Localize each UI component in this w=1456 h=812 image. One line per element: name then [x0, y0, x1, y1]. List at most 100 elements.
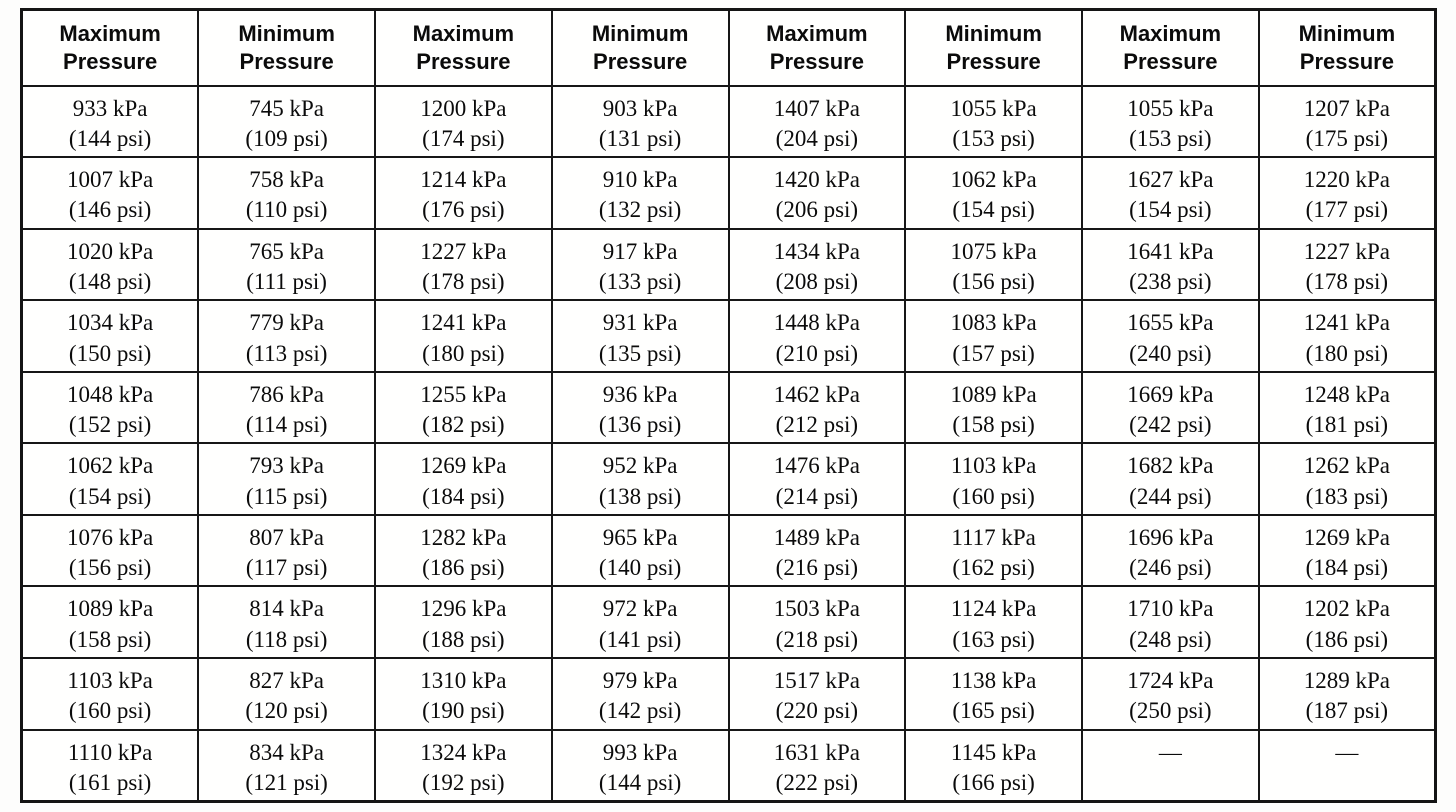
table-cell: 1248 kPa (181 psi): [1257, 370, 1437, 445]
psi-value: (218 psi): [775, 626, 859, 652]
table-cell: 765 kPa (111 psi): [197, 227, 376, 302]
kpa-value: 1062 kPa: [67, 453, 154, 479]
table-row: 1062 kPa (154 psi) 793 kPa (115 psi) 1269 kP…: [20, 442, 1437, 516]
psi-value: (140 psi): [598, 555, 682, 581]
psi-value: (242 psi): [1129, 412, 1212, 438]
table-cell: 1682 kPa (244 psi): [1081, 442, 1260, 516]
table-cell: 931 kPa (135 psi): [550, 299, 730, 373]
kpa-value: 1241 kPa: [1303, 310, 1390, 336]
psi-value: (177 psi): [1305, 197, 1389, 223]
kpa-value: 1034 kPa: [67, 310, 154, 336]
kpa-value: 1202 kPa: [1303, 596, 1390, 622]
table-cell: 1289 kPa (187 psi): [1257, 657, 1437, 731]
table-cell: 1075 kPa (156 psi): [904, 227, 1083, 302]
psi-value: (118 psi): [245, 626, 328, 652]
psi-value: (184 psi): [1305, 555, 1389, 581]
column-header: Minimum Pressure: [197, 8, 376, 87]
psi-value: (113 psi): [245, 340, 328, 366]
table-cell: 917 kPa (133 psi): [550, 227, 730, 302]
table-cell: 910 kPa (132 psi): [550, 156, 730, 230]
kpa-value: 1103 kPa: [67, 668, 153, 693]
table-cell: 1207 kPa (175 psi): [1257, 84, 1437, 159]
kpa-value: 1296 kPa: [420, 596, 507, 622]
psi-value: (110 psi): [245, 197, 328, 223]
table-row: 1007 kPa (146 psi) 758 kPa (110 psi) 1214 kP…: [20, 156, 1437, 230]
psi-value: (165 psi): [952, 698, 1035, 724]
kpa-value: 1448 kPa: [773, 310, 860, 336]
psi-value: (248 psi): [1129, 626, 1212, 652]
table-cell: 1669 kPa (242 psi): [1081, 370, 1260, 445]
kpa-value: 993 kPa: [602, 739, 678, 765]
kpa-value: 1117 kPa: [951, 524, 1036, 550]
table-cell: 1434 kPa (208 psi): [727, 227, 907, 302]
kpa-value: 936 kPa: [602, 381, 678, 407]
kpa-value: 1682 kPa: [1127, 453, 1214, 479]
table-cell: 814 kPa (118 psi): [197, 585, 376, 659]
kpa-value: 1241 kPa: [420, 310, 507, 336]
table-cell: 1255 kPa (182 psi): [374, 370, 553, 445]
psi-value: (183 psi): [1305, 483, 1389, 509]
table-cell: 834 kPa (121 psi): [197, 728, 376, 803]
kpa-value: —: [1158, 739, 1182, 765]
table-cell: 1103 kPa (160 psi): [20, 657, 200, 731]
kpa-value: 1289 kPa: [1303, 668, 1390, 693]
kpa-value: 1227 kPa: [420, 238, 507, 264]
kpa-value: 1434 kPa: [773, 238, 860, 264]
psi-value: (212 psi): [775, 412, 859, 438]
table-row: 1020 kPa (148 psi) 765 kPa (111 psi) 1227 kP…: [20, 227, 1437, 302]
table-row: 1048 kPa (152 psi) 786 kPa (114 psi) 1255 kP…: [20, 370, 1437, 445]
psi-value: (136 psi): [598, 412, 682, 438]
column-header: Maximum Pressure: [727, 8, 907, 87]
psi-value: (153 psi): [952, 125, 1035, 151]
table-cell: 1627 kPa (154 psi): [1081, 156, 1260, 230]
kpa-value: 1476 kPa: [773, 453, 860, 479]
table-cell: 1269 kPa (184 psi): [374, 442, 553, 516]
table-cell: 1310 kPa (190 psi): [374, 657, 553, 731]
kpa-value: 793 kPa: [249, 453, 324, 479]
psi-value: (144 psi): [598, 769, 682, 795]
psi-value: (162 psi): [952, 555, 1035, 581]
kpa-value: 786 kPa: [249, 381, 324, 407]
psi-value: (135 psi): [598, 340, 682, 366]
kpa-value: 1110 kPa: [67, 739, 153, 765]
psi-value: (176 psi): [422, 197, 505, 223]
kpa-value: 1655 kPa: [1127, 310, 1214, 336]
psi-value: (210 psi): [775, 340, 859, 366]
psi-value: (146 psi): [68, 197, 152, 223]
psi-value: (184 psi): [422, 483, 505, 509]
psi-value: (115 psi): [245, 483, 328, 509]
psi-value: (244 psi): [1129, 483, 1212, 509]
table-cell: 1117 kPa (162 psi): [904, 513, 1083, 588]
table-cell: 972 kPa (141 psi): [550, 585, 730, 659]
kpa-value: 827 kPa: [249, 668, 324, 693]
kpa-value: 1062 kPa: [950, 167, 1037, 193]
table-cell: 1089 kPa (158 psi): [20, 585, 200, 659]
table-cell: 1220 kPa (177 psi): [1257, 156, 1437, 230]
kpa-value: 1075 kPa: [950, 238, 1037, 264]
kpa-value: 765 kPa: [249, 238, 324, 264]
psi-value: (148 psi): [68, 268, 152, 294]
table-cell: 1020 kPa (148 psi): [20, 227, 200, 302]
table-cell: 1269 kPa (184 psi): [1257, 513, 1437, 588]
psi-value: (132 psi): [598, 197, 682, 223]
psi-value: (120 psi): [245, 698, 328, 724]
kpa-value: 1269 kPa: [420, 453, 507, 479]
table-cell: 1200 kPa (174 psi): [374, 84, 553, 159]
table-cell: 1145 kPa (166 psi): [904, 728, 1083, 803]
table-cell: 1055 kPa (153 psi): [904, 84, 1083, 159]
kpa-value: 1269 kPa: [1303, 524, 1390, 550]
kpa-value: 1089 kPa: [950, 381, 1037, 407]
psi-value: (160 psi): [952, 483, 1035, 509]
kpa-value: 1324 kPa: [420, 739, 507, 765]
table-cell: 1214 kPa (176 psi): [374, 156, 553, 230]
kpa-value: 1462 kPa: [773, 381, 860, 407]
psi-value: (206 psi): [775, 197, 859, 223]
kpa-value: 1627 kPa: [1127, 167, 1214, 193]
table-cell: 1048 kPa (152 psi): [20, 370, 200, 445]
psi-value: (138 psi): [598, 483, 682, 509]
table-cell: 1489 kPa (216 psi): [727, 513, 907, 588]
table-cell: 786 kPa (114 psi): [197, 370, 376, 445]
kpa-value: 1048 kPa: [67, 381, 154, 407]
table-cell: 965 kPa (140 psi): [550, 513, 730, 588]
kpa-value: 1076 kPa: [67, 524, 154, 550]
